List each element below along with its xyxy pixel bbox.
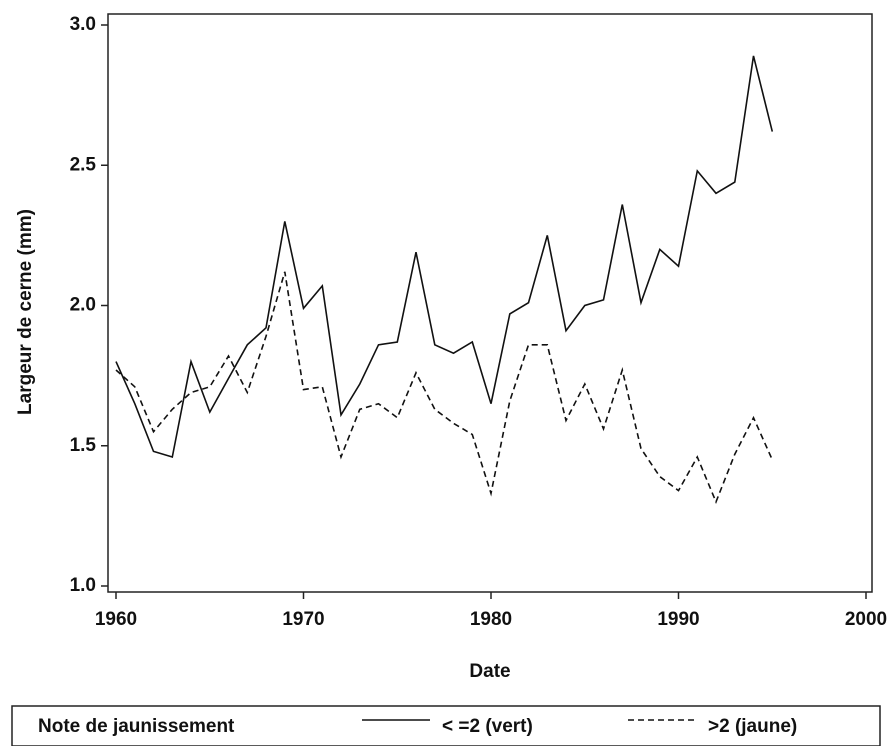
x-axis-label: Date	[469, 661, 510, 682]
x-tick-label: 1970	[282, 609, 324, 630]
y-tick-label: 1.5	[70, 435, 97, 456]
y-tick-label: 2.0	[70, 295, 96, 316]
y-tick-label: 3.0	[70, 14, 96, 35]
x-tick-label: 1980	[470, 609, 512, 630]
series-line	[115, 271, 774, 505]
x-tick-label: 1990	[657, 609, 699, 630]
y-tick-label: 2.5	[70, 154, 97, 175]
legend-box	[11, 705, 881, 746]
y-axis-label: Largeur de cerne (mm)	[15, 209, 36, 415]
legend-label: >2 (jaune)	[708, 716, 797, 737]
x-tick-label: 2000	[845, 609, 887, 630]
plot-frame	[107, 13, 873, 593]
series-line	[115, 55, 774, 459]
x-tick-label: 1960	[95, 609, 137, 630]
legend-title: Note de jaunissement	[38, 716, 235, 737]
y-tick-label: 1.0	[70, 575, 96, 596]
legend-label: < =2 (vert)	[442, 716, 533, 737]
